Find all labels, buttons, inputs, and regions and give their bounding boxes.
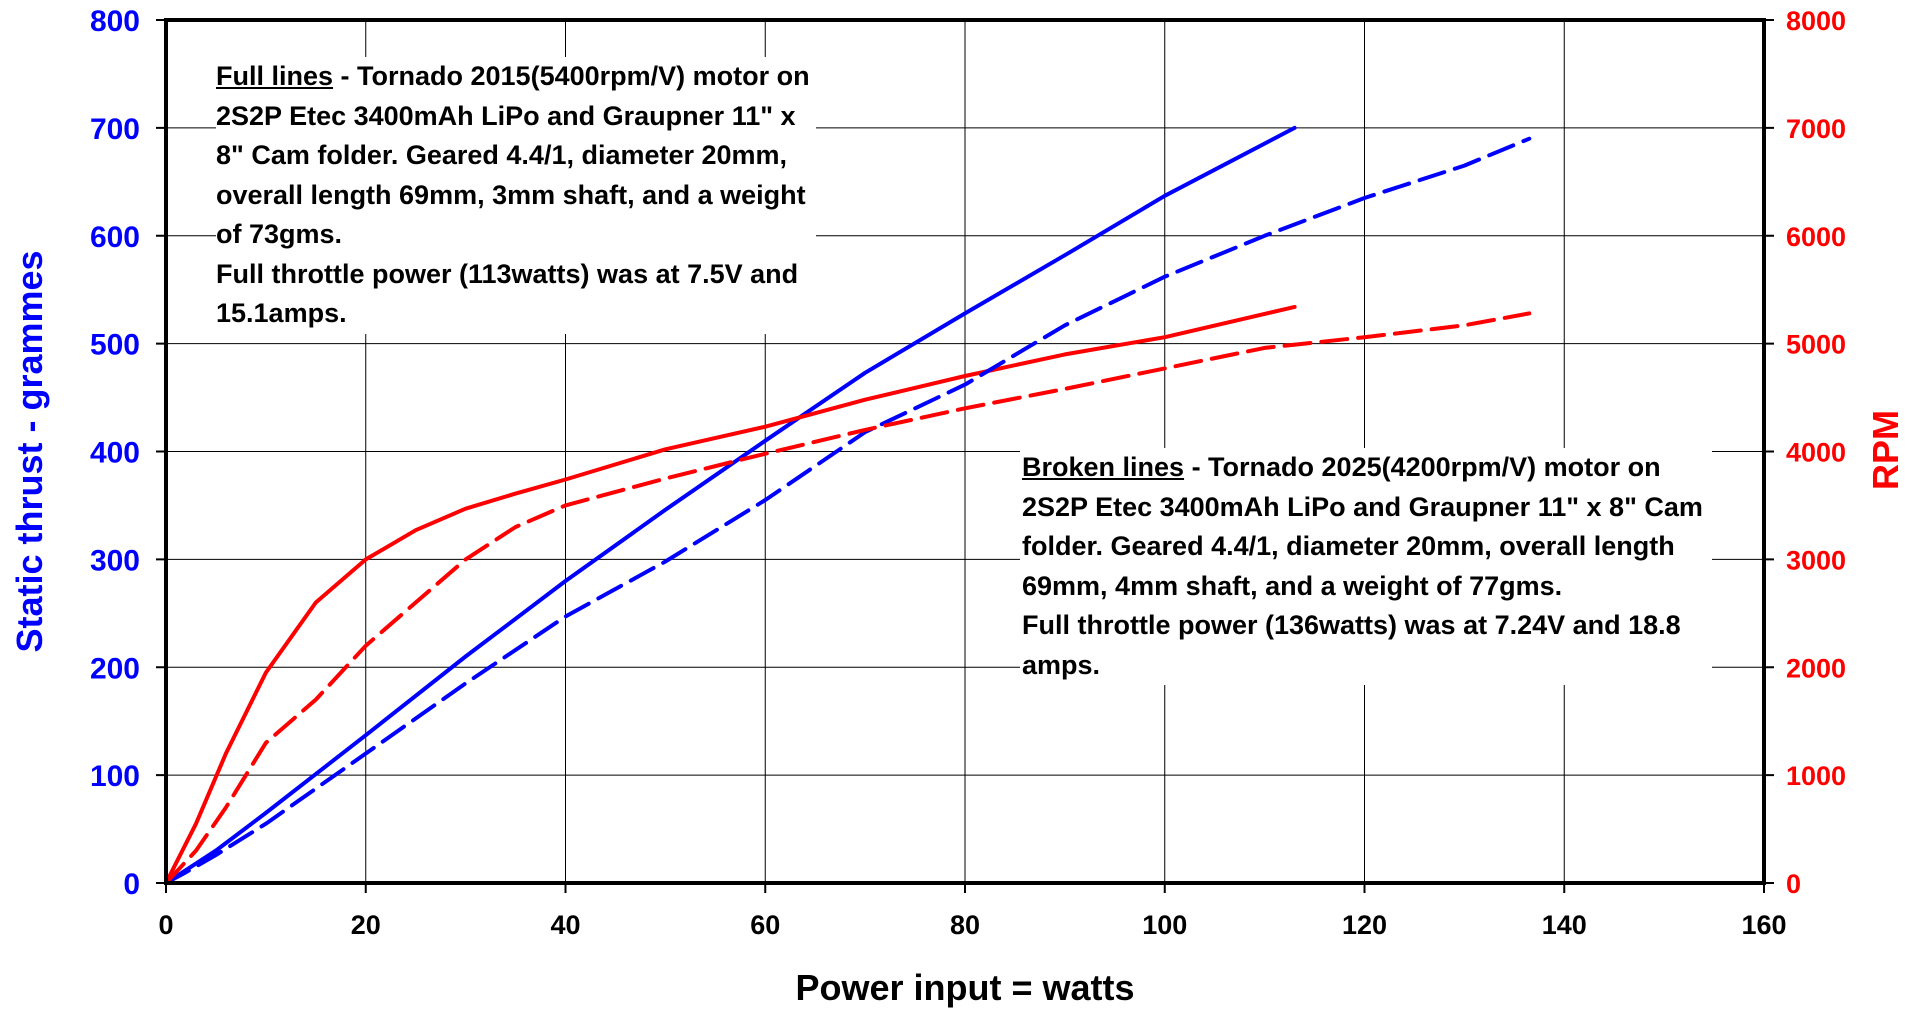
y-tick-label-right: 7000 — [1786, 114, 1846, 144]
x-tick-label: 160 — [1741, 910, 1786, 940]
annotation-broken-power: Full throttle power (136watts) was at 7.… — [1022, 610, 1681, 680]
x-axis-label: Power input = watts — [795, 967, 1134, 1008]
x-tick-label: 0 — [158, 910, 173, 940]
x-tick-label: 100 — [1142, 910, 1187, 940]
x-tick-label: 80 — [950, 910, 980, 940]
series-lines — [164, 125, 1532, 885]
y-tick-label-right: 0 — [1786, 869, 1801, 899]
x-tick-label: 40 — [550, 910, 580, 940]
y-tick-label-left: 0 — [123, 868, 140, 901]
series-line-thrust-solid — [164, 125, 1297, 885]
annotation-broken-lead: Broken lines — [1022, 452, 1185, 482]
series-line-thrust-dashed — [164, 136, 1532, 885]
x-tick-label: 60 — [750, 910, 780, 940]
annotation-broken-lines: Broken lines - Tornado 2025(4200rpm/V) m… — [1020, 448, 1712, 685]
y-tick-label-right: 5000 — [1786, 330, 1846, 360]
y-tick-label-left: 700 — [90, 113, 140, 146]
annotation-full-power: Full throttle power (113watts) was at 7.… — [216, 258, 799, 329]
x-tick-label: 140 — [1542, 910, 1587, 940]
x-tick-label: 120 — [1342, 910, 1387, 940]
y-tick-label-left: 300 — [90, 544, 140, 577]
annotation-full-lead: Full lines — [216, 61, 334, 91]
y-tick-label-right: 3000 — [1786, 545, 1846, 575]
y-tick-label-right: 6000 — [1786, 222, 1846, 252]
y-tick-label-left: 600 — [90, 221, 140, 254]
y-tick-label-left: 100 — [90, 760, 140, 793]
y-tick-label-right: 1000 — [1786, 761, 1846, 791]
annotation-full-text: - Tornado 2015(5400rpm/V) motor on 2S2P … — [216, 61, 810, 249]
y-tick-label-left: 200 — [90, 652, 140, 685]
annotation-broken-text: - Tornado 2025(4200rpm/V) motor on 2S2P … — [1022, 452, 1703, 601]
series-line-rpm-solid — [164, 304, 1297, 885]
y-tick-label-left: 400 — [90, 437, 140, 470]
y-axis-label-right: RPM — [1865, 410, 1906, 490]
y-tick-label-left: 800 — [90, 5, 140, 38]
y-tick-label-right: 8000 — [1786, 6, 1846, 36]
axis-ticks: 0 20 40 60 80 100 120 140 1600100200300400500600… — [90, 5, 1846, 940]
y-tick-label-right: 2000 — [1786, 653, 1846, 683]
y-axis-label-left: Static thrust - grammes — [9, 250, 50, 652]
y-tick-label-left: 500 — [90, 329, 140, 362]
x-tick-label: 20 — [351, 910, 381, 940]
series-line-rpm-dashed — [164, 311, 1532, 885]
annotation-full-lines: Full lines - Tornado 2015(5400rpm/V) mot… — [216, 57, 816, 334]
y-tick-label-right: 4000 — [1786, 438, 1846, 468]
